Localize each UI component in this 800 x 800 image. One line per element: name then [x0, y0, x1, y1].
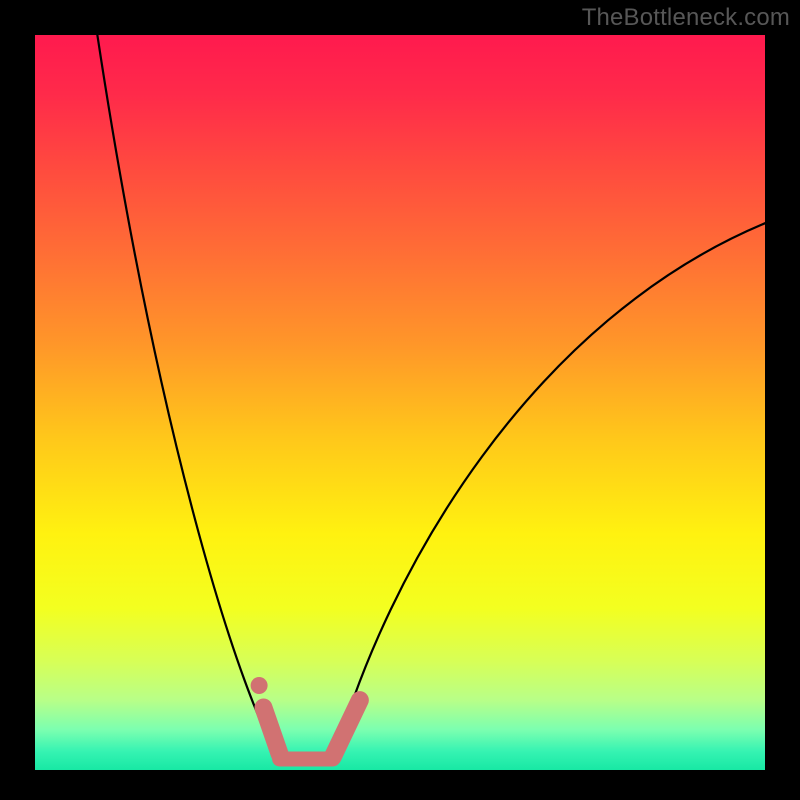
curve-left-branch [97, 35, 279, 759]
valley-marker-segment-0 [263, 708, 279, 754]
chart-curve-layer [35, 35, 765, 770]
chart-plot-area [35, 35, 765, 770]
watermark-text: TheBottleneck.com [582, 4, 790, 32]
valley-marker-dot [251, 677, 268, 694]
valley-marker-segment-2 [333, 700, 360, 757]
curve-right-branch [334, 222, 765, 759]
